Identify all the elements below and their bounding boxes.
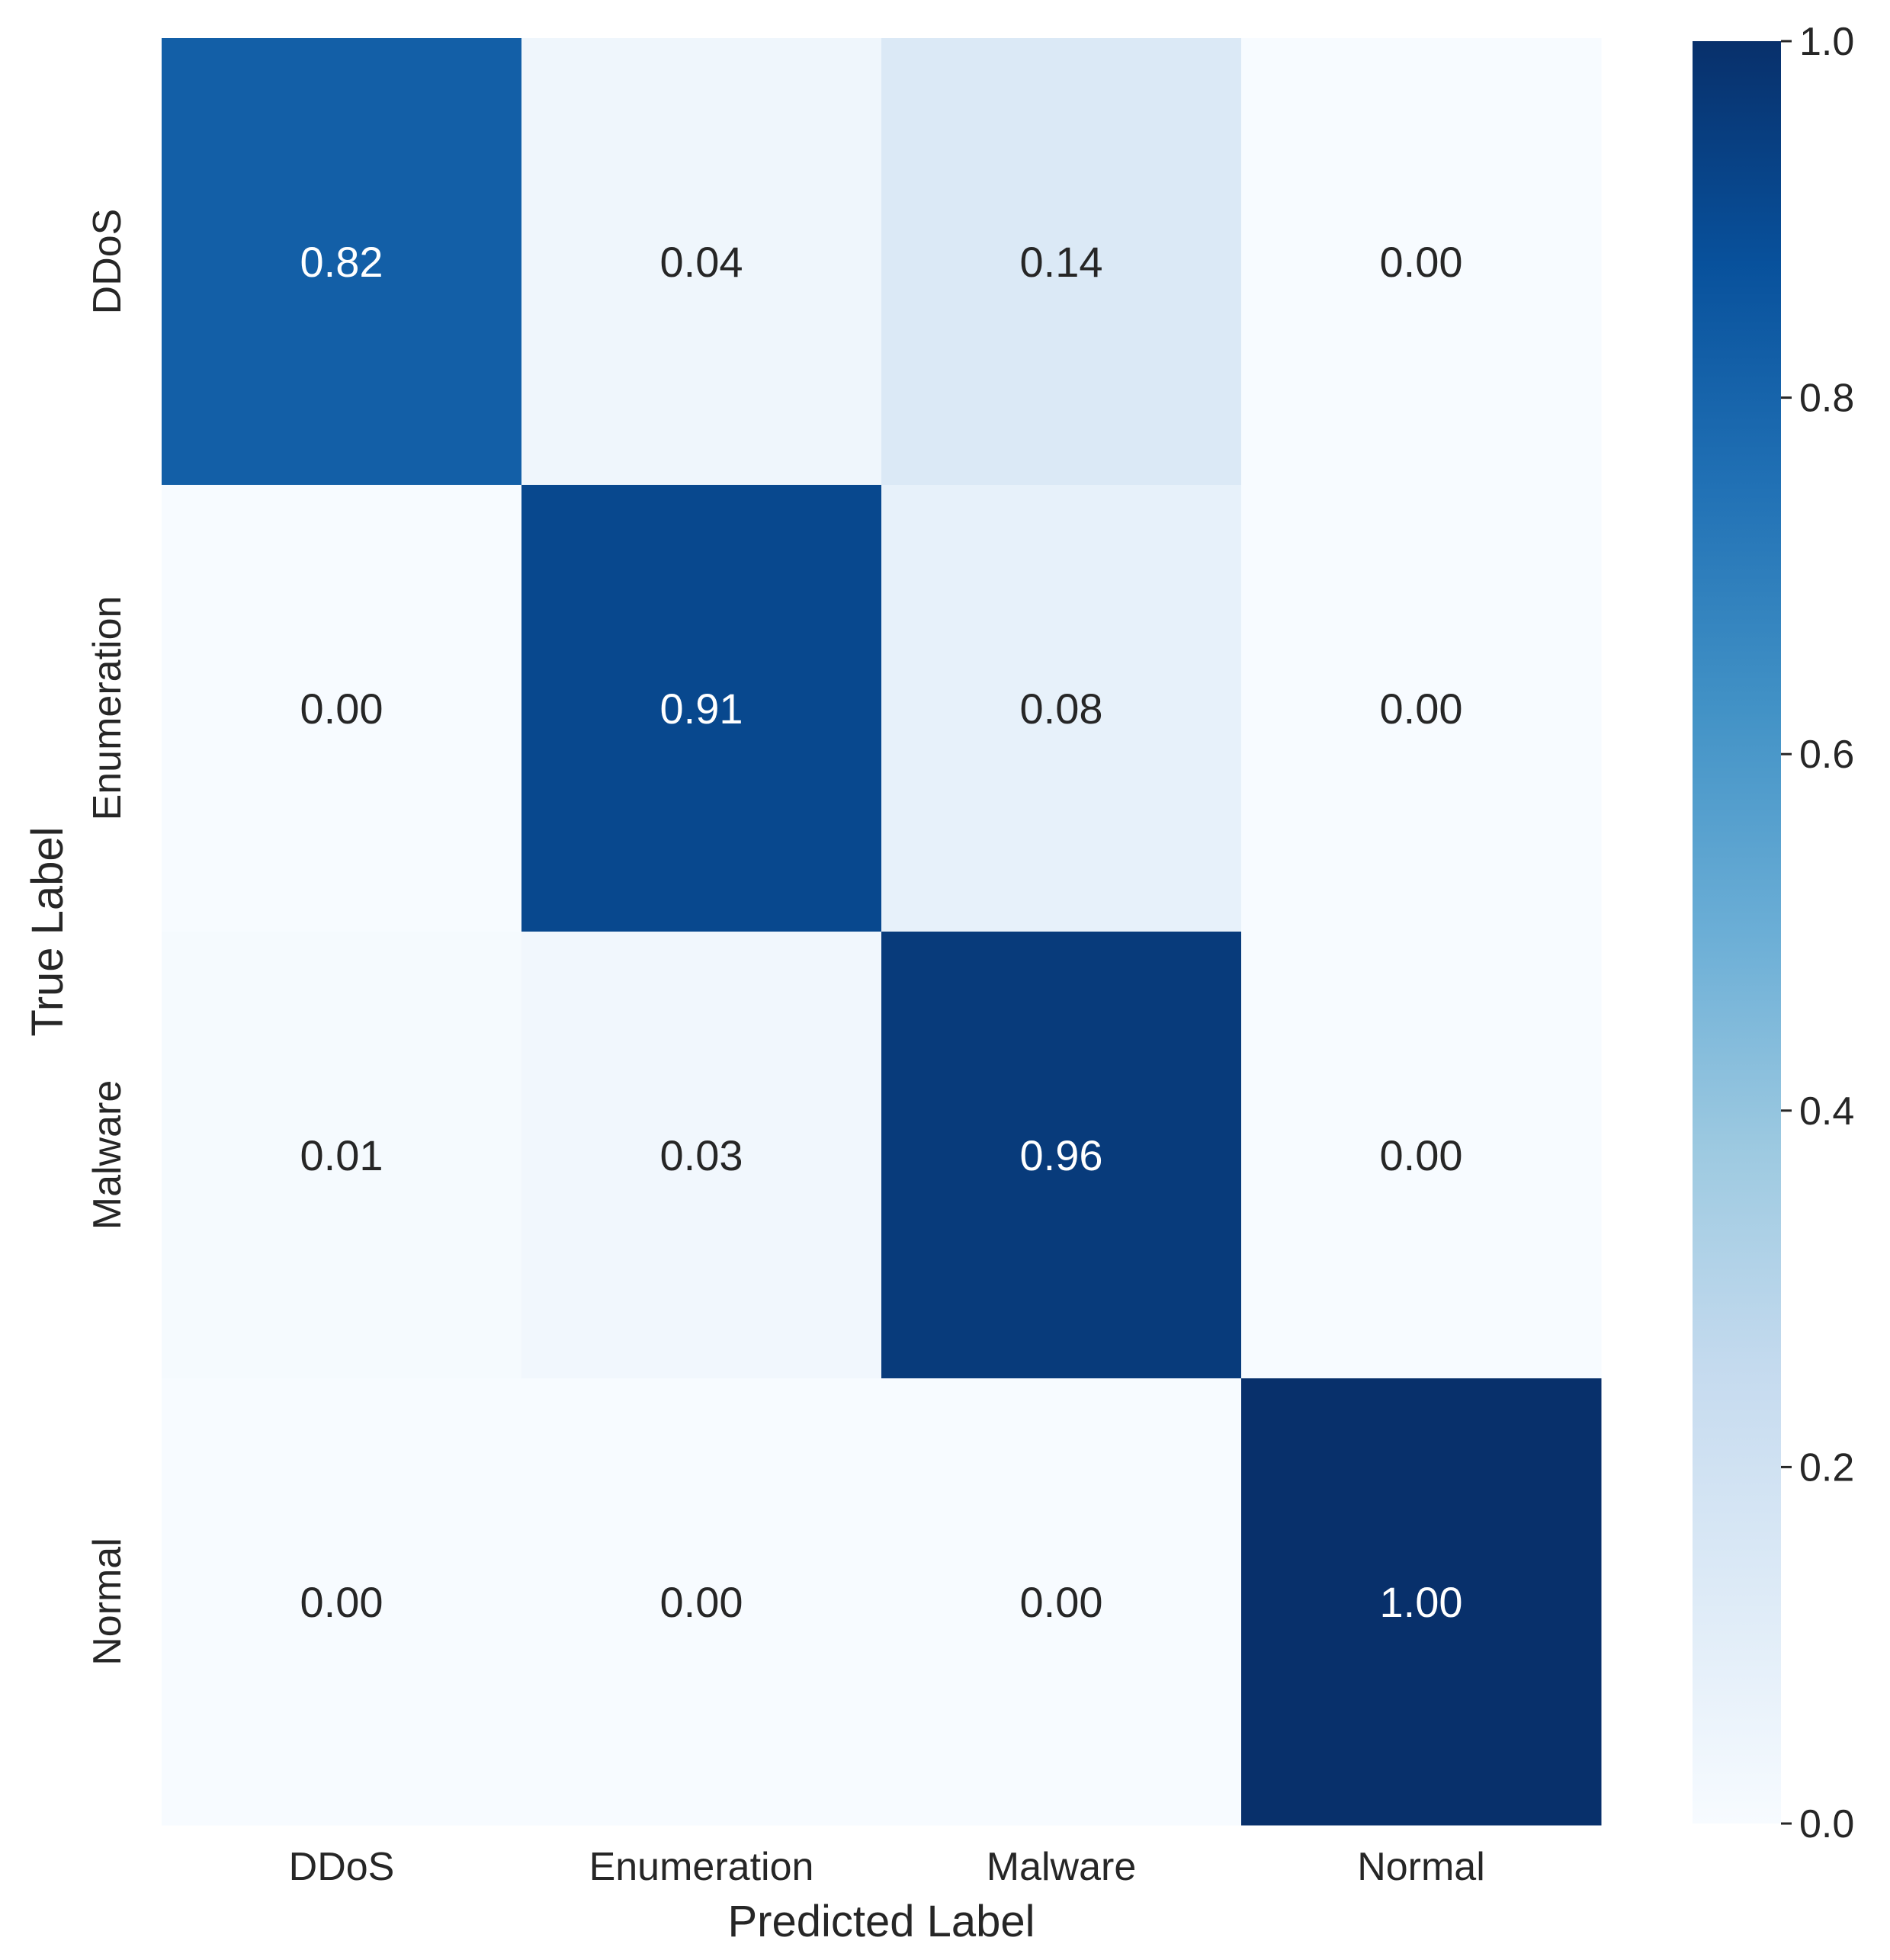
cell-value-label: 0.00 bbox=[1380, 1131, 1463, 1179]
colorbar-tick-label: 0.8 bbox=[1799, 377, 1854, 421]
x-tick-label: Malware bbox=[987, 1845, 1137, 1889]
cell-value-label: 0.03 bbox=[660, 1131, 743, 1179]
cell-value-label: 1.00 bbox=[1380, 1578, 1463, 1626]
y-tick-label: Malware bbox=[85, 1080, 130, 1230]
cell-normal-normal bbox=[1241, 1378, 1602, 1826]
cell-ddos-malware bbox=[881, 38, 1242, 486]
cell-ddos-enumeration bbox=[521, 38, 882, 486]
cell-normal-malware bbox=[881, 1378, 1242, 1826]
cell-enumeration-ddos bbox=[162, 485, 522, 932]
cell-value-label: 0.01 bbox=[300, 1131, 383, 1179]
colorbar-tick-label: 1.0 bbox=[1799, 20, 1854, 64]
cell-malware-ddos bbox=[162, 932, 522, 1379]
cell-normal-ddos bbox=[162, 1378, 522, 1826]
colorbar-tick-label: 0.0 bbox=[1799, 1802, 1854, 1846]
cell-value-label: 0.00 bbox=[1380, 685, 1463, 733]
y-tick-label: Normal bbox=[85, 1538, 130, 1666]
colorbar-tick-label: 0.6 bbox=[1799, 733, 1854, 777]
cell-value-label: 0.08 bbox=[1020, 685, 1103, 733]
cell-value-label: 0.00 bbox=[300, 685, 383, 733]
cell-enumeration-normal bbox=[1241, 485, 1602, 932]
cell-value-label: 0.04 bbox=[660, 238, 743, 286]
cell-value-label: 0.00 bbox=[660, 1578, 743, 1626]
y-axis-tick-labels: DDoS Enumeration Malware Normal bbox=[85, 209, 130, 1666]
cell-value-label: 0.00 bbox=[1380, 238, 1463, 286]
cell-enumeration-malware bbox=[881, 485, 1242, 932]
colorbar-gradient bbox=[1693, 41, 1781, 1824]
cell-value-label: 0.91 bbox=[660, 685, 743, 733]
x-tick-label: Normal bbox=[1357, 1845, 1485, 1889]
cell-normal-enumeration bbox=[521, 1378, 882, 1826]
y-axis-label: True Label bbox=[23, 826, 72, 1036]
colorbar-tick-label: 0.4 bbox=[1799, 1089, 1854, 1134]
colorbar-tick-label: 0.2 bbox=[1799, 1445, 1854, 1490]
y-tick-label: DDoS bbox=[85, 209, 130, 315]
cell-enumeration-enumeration bbox=[521, 485, 882, 932]
cell-value-label: 0.96 bbox=[1020, 1131, 1103, 1179]
x-tick-label: DDoS bbox=[289, 1845, 395, 1889]
cell-ddos-normal bbox=[1241, 38, 1602, 486]
cell-malware-enumeration bbox=[521, 932, 882, 1379]
x-axis-label: Predicted Label bbox=[727, 1897, 1035, 1946]
x-tick-label: Enumeration bbox=[589, 1845, 814, 1889]
cell-value-label: 0.00 bbox=[300, 1578, 383, 1626]
x-axis-tick-labels: DDoS Enumeration Malware Normal bbox=[289, 1845, 1485, 1889]
y-tick-label: Enumeration bbox=[85, 596, 130, 821]
heatmap-annotations: 0.82 0.04 0.14 0.00 0.00 0.91 0.08 0.00 0.01 0.03… bbox=[300, 238, 1463, 1626]
cell-ddos-ddos bbox=[162, 38, 522, 486]
cell-malware-malware bbox=[881, 932, 1242, 1379]
heatmap-cells bbox=[162, 38, 1602, 1826]
cell-value-label: 0.82 bbox=[300, 238, 383, 286]
colorbar: 0.0 0.2 0.4 0.6 0.8 1.0 bbox=[1693, 20, 1854, 1846]
cell-value-label: 0.14 bbox=[1020, 238, 1103, 286]
cell-malware-normal bbox=[1241, 932, 1602, 1379]
cell-value-label: 0.00 bbox=[1020, 1578, 1103, 1626]
